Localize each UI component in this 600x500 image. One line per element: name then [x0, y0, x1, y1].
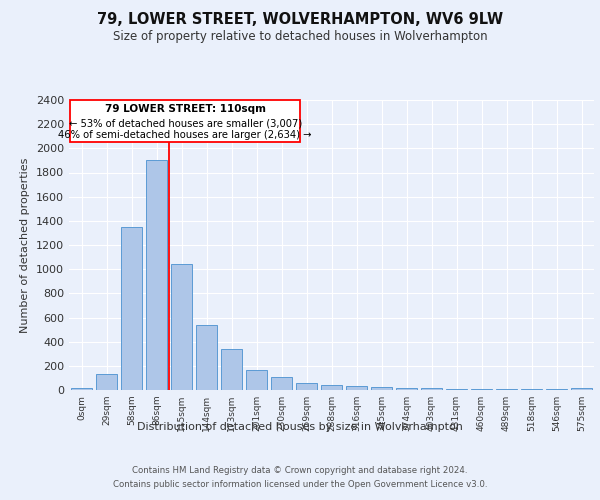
Bar — [396, 388, 417, 390]
Y-axis label: Number of detached properties: Number of detached properties — [20, 158, 31, 332]
Bar — [96, 374, 117, 390]
Text: ← 53% of detached houses are smaller (3,007): ← 53% of detached houses are smaller (3,… — [68, 118, 302, 128]
Bar — [346, 386, 367, 390]
Text: 79 LOWER STREET: 110sqm: 79 LOWER STREET: 110sqm — [105, 104, 266, 115]
Bar — [146, 160, 167, 390]
Text: 79, LOWER STREET, WOLVERHAMPTON, WV6 9LW: 79, LOWER STREET, WOLVERHAMPTON, WV6 9LW — [97, 12, 503, 28]
Bar — [296, 384, 317, 390]
FancyBboxPatch shape — [70, 100, 300, 142]
Bar — [121, 227, 142, 390]
Bar — [271, 378, 292, 390]
Text: Distribution of detached houses by size in Wolverhampton: Distribution of detached houses by size … — [137, 422, 463, 432]
Bar — [171, 264, 192, 390]
Bar — [571, 388, 592, 390]
Bar — [221, 349, 242, 390]
Text: Contains HM Land Registry data © Crown copyright and database right 2024.: Contains HM Land Registry data © Crown c… — [132, 466, 468, 475]
Bar — [196, 325, 217, 390]
Bar — [246, 370, 267, 390]
Bar — [71, 388, 92, 390]
Text: 46% of semi-detached houses are larger (2,634) →: 46% of semi-detached houses are larger (… — [59, 130, 312, 140]
Text: Contains public sector information licensed under the Open Government Licence v3: Contains public sector information licen… — [113, 480, 487, 489]
Bar — [321, 385, 342, 390]
Text: Size of property relative to detached houses in Wolverhampton: Size of property relative to detached ho… — [113, 30, 487, 43]
Bar — [371, 387, 392, 390]
Bar — [421, 388, 442, 390]
